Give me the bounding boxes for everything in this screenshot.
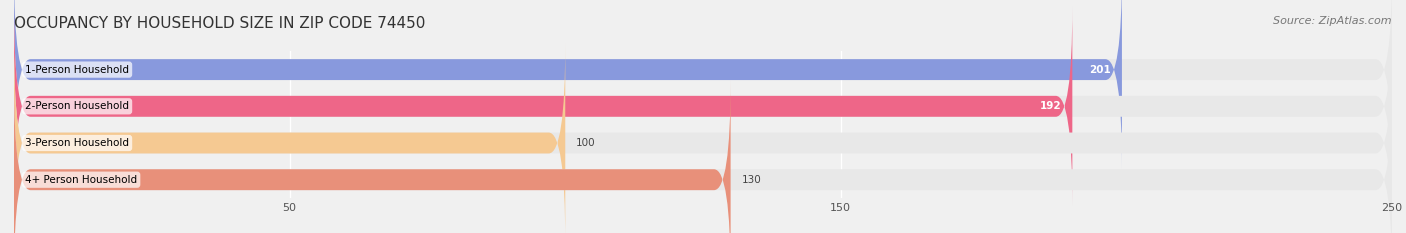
FancyBboxPatch shape	[14, 80, 1392, 233]
FancyBboxPatch shape	[14, 0, 1392, 169]
FancyBboxPatch shape	[14, 43, 565, 233]
Text: 192: 192	[1039, 101, 1062, 111]
Text: 100: 100	[576, 138, 596, 148]
Text: 4+ Person Household: 4+ Person Household	[25, 175, 138, 185]
Text: 2-Person Household: 2-Person Household	[25, 101, 129, 111]
Text: 130: 130	[741, 175, 761, 185]
FancyBboxPatch shape	[14, 43, 1392, 233]
Text: 201: 201	[1090, 65, 1111, 75]
Text: 3-Person Household: 3-Person Household	[25, 138, 129, 148]
FancyBboxPatch shape	[14, 7, 1392, 206]
Text: OCCUPANCY BY HOUSEHOLD SIZE IN ZIP CODE 74450: OCCUPANCY BY HOUSEHOLD SIZE IN ZIP CODE …	[14, 16, 426, 31]
FancyBboxPatch shape	[14, 80, 731, 233]
FancyBboxPatch shape	[14, 7, 1073, 206]
FancyBboxPatch shape	[14, 0, 1122, 169]
Text: 1-Person Household: 1-Person Household	[25, 65, 129, 75]
Text: Source: ZipAtlas.com: Source: ZipAtlas.com	[1274, 16, 1392, 26]
